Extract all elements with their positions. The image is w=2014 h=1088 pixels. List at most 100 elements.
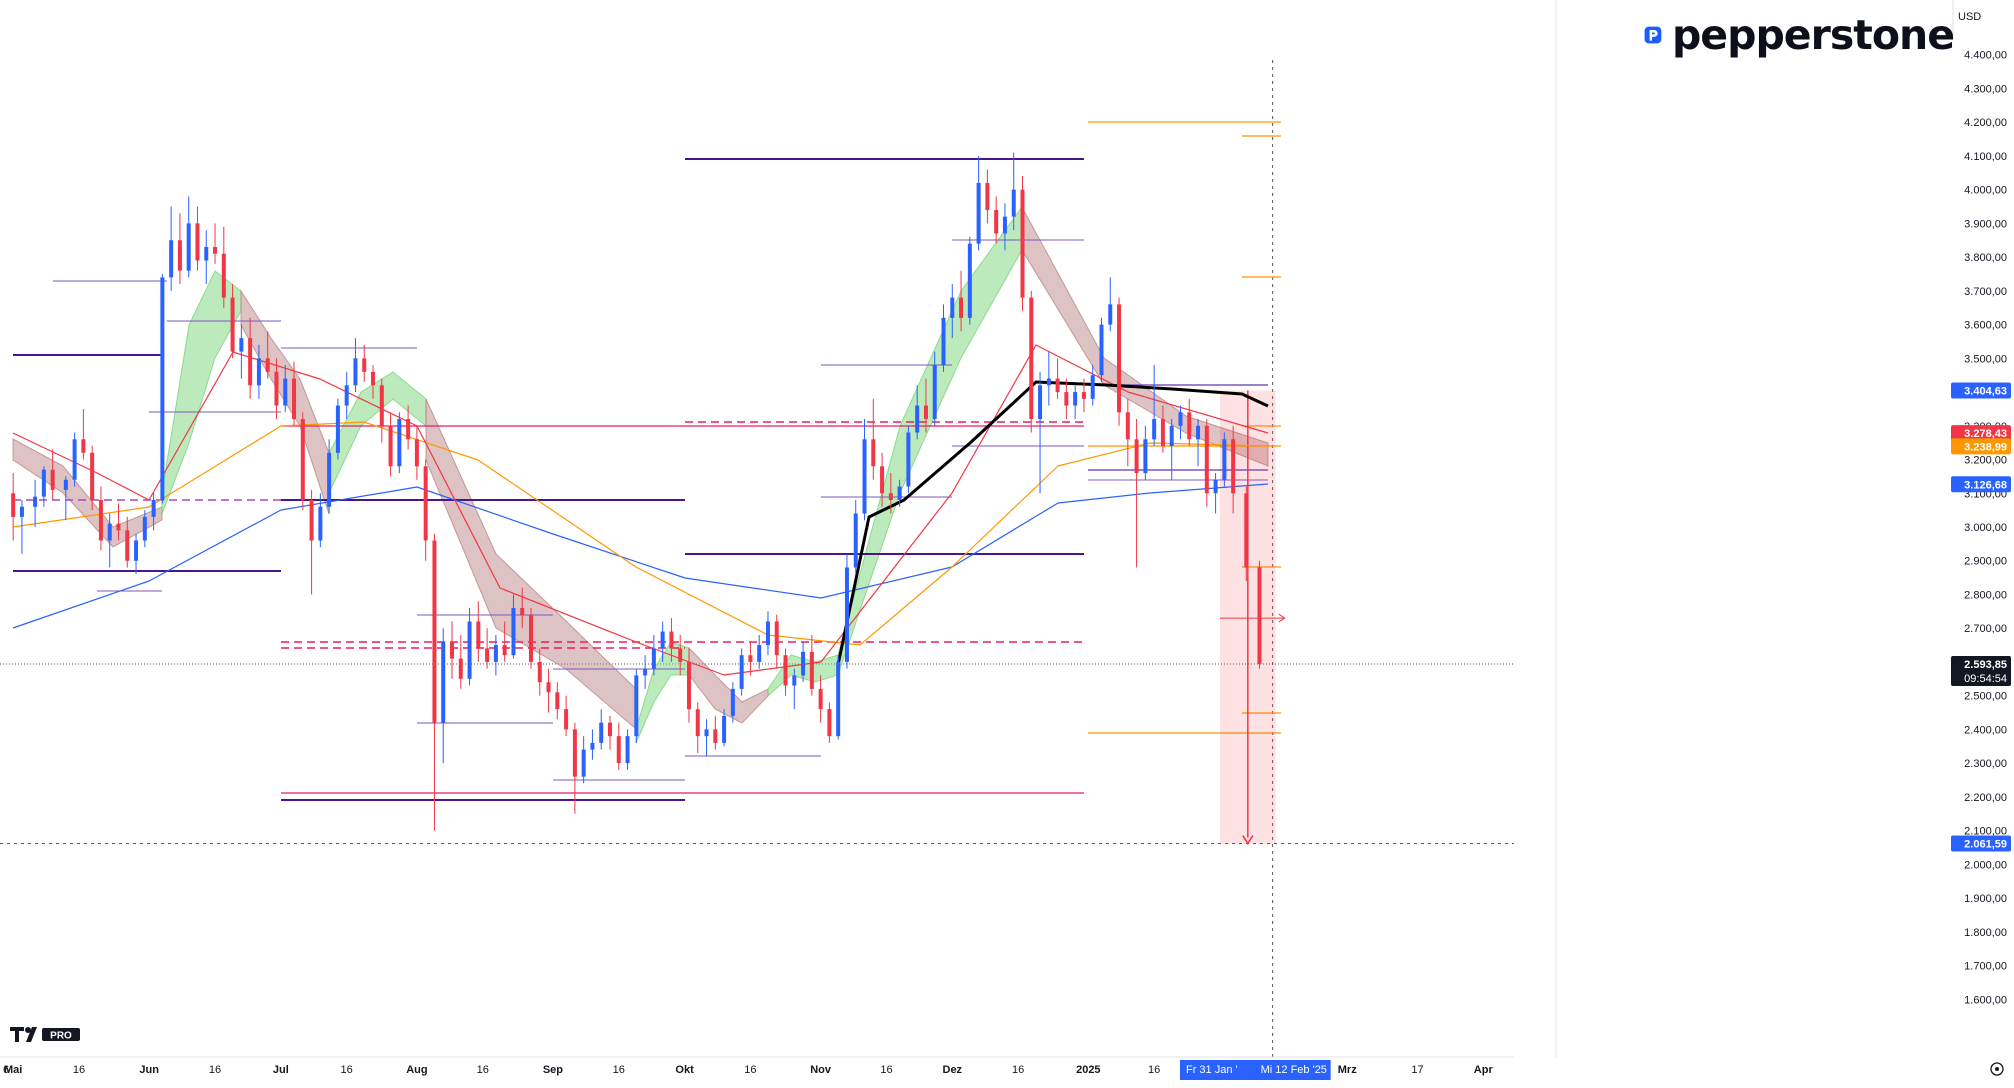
candle-body [335,405,340,453]
candle-body [827,709,832,737]
candle-body [836,661,841,737]
candle-body [151,500,156,517]
candle-body [318,506,323,541]
candle [932,351,937,426]
candle-body [1231,439,1236,494]
candle-body [458,658,463,679]
candle [502,621,507,662]
candle-body [414,439,419,467]
price-tick-label: 4.000,00 [1964,185,2007,197]
candle [792,668,797,710]
candle [1108,277,1113,332]
candle-body [467,621,472,679]
candle-body [41,469,46,497]
candle-body [757,645,762,662]
candle-body [871,439,876,467]
ichimoku-band-0 [12,438,163,548]
candle-body [818,688,823,710]
candle-body [213,247,218,254]
pro-badge: PRO [50,1031,72,1042]
candle-body [388,425,393,467]
candle-body [63,479,68,490]
candle-body [1020,189,1025,298]
candle [1213,473,1218,514]
candle [994,196,999,244]
time-tick-label: 2025 [1076,1064,1100,1076]
price-label: 3.238,99 [1964,441,2007,453]
candle [221,226,226,308]
candle [1011,152,1016,231]
candle-body [607,722,612,737]
time-tick-label: 16 [477,1064,489,1076]
candle-body [90,452,95,501]
candle [90,446,95,511]
candle-body [669,631,674,649]
candle-body [959,297,964,318]
candle-body [616,736,621,764]
candle [41,466,46,507]
candle [1029,290,1034,433]
candle [643,655,648,689]
candle-body [801,651,806,676]
candle-body [1169,425,1174,447]
candle [1160,405,1165,453]
range-end-label: Mi 12 Feb '25 [1261,1064,1327,1076]
candle-body [555,692,560,710]
candle-body [546,682,551,693]
candle [1064,378,1069,420]
candle-body [195,223,200,261]
time-tick-label: 16 [1012,1064,1024,1076]
candle [204,230,209,285]
price-tick-label: 2.000,00 [1964,859,2007,871]
candle-body [704,729,709,737]
candle-body [511,607,516,656]
candle [1222,432,1227,487]
currency-label: USD [1958,11,1981,23]
price-tick-label: 4.400,00 [1964,50,2007,62]
candle [467,607,472,686]
candle [441,628,446,764]
candle [327,439,332,514]
candle [625,729,630,770]
candle [1002,203,1007,251]
time-tick-label: Nov [810,1064,832,1076]
candle [432,533,437,831]
candle-body [300,419,305,501]
candle-body [590,742,595,750]
candle-body [1160,419,1165,447]
time-tick-label: Dez [943,1064,963,1076]
candle [19,500,24,554]
candle-body [1257,567,1262,664]
candle [704,719,709,757]
candle [765,611,770,656]
candle [950,284,955,339]
candle [81,408,86,460]
candle-body [1134,439,1139,474]
candle-body [292,378,297,420]
candle [1020,176,1025,312]
candle [511,594,516,659]
price-label: 3.126,68 [1964,479,2007,491]
candle [1231,425,1236,514]
candle-body [792,675,797,686]
candle-body [739,655,744,689]
price-tick-label: 3.600,00 [1964,320,2007,332]
candle-body [1073,392,1078,406]
candle-body [204,247,209,261]
candle-body [353,358,358,386]
candle [564,695,569,737]
price-label-bg-3 [1951,476,2011,493]
price-tick-label: 2.200,00 [1964,792,2007,804]
candle-body [11,493,16,517]
candle-body [107,523,112,541]
price-label: 3.278,43 [1964,428,2007,440]
candle [397,412,402,474]
candle-body [493,645,498,662]
price-tick-label: 2.400,00 [1964,724,2007,736]
candle [98,486,103,551]
candle [230,284,235,359]
candle-body [967,243,972,318]
candle-body [274,371,279,406]
candle-body [722,715,727,743]
